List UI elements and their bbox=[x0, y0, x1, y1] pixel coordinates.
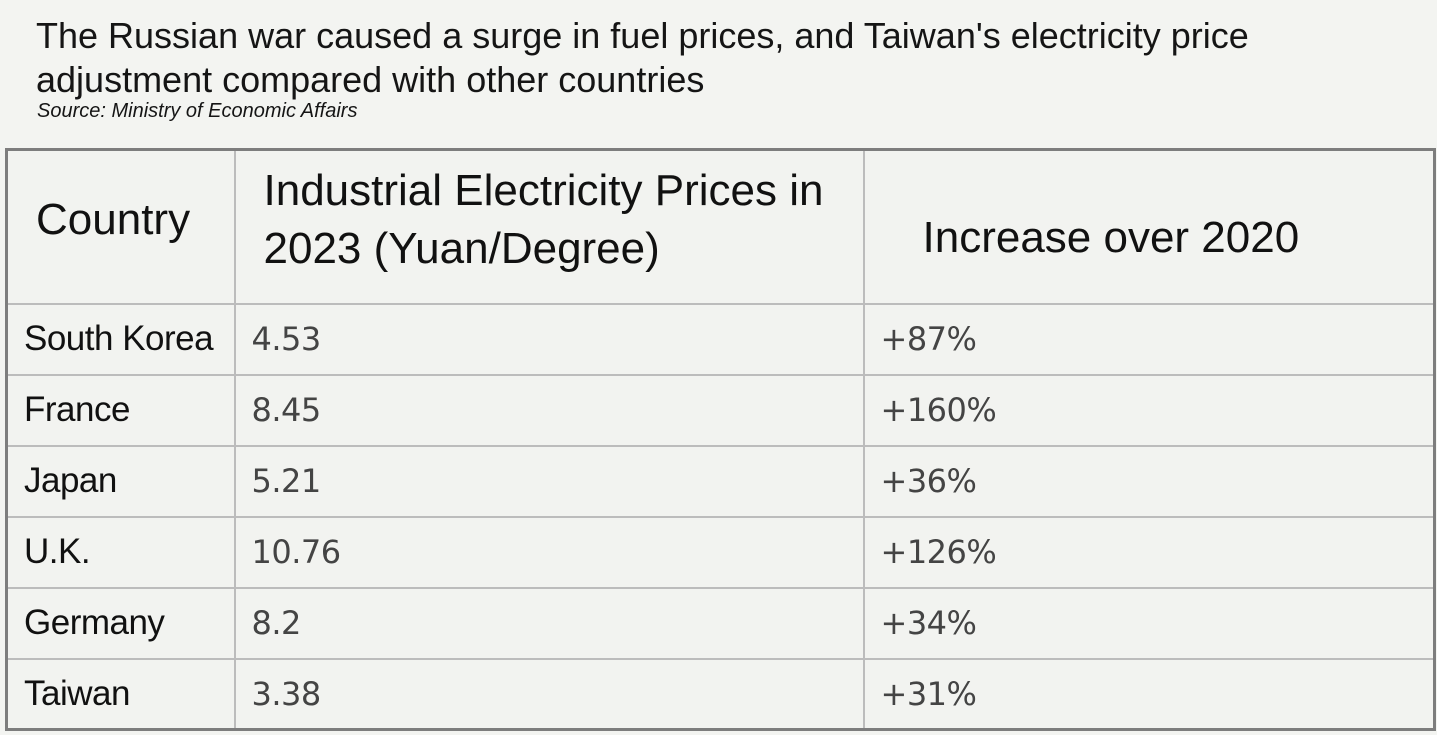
increase-cell: +160% bbox=[862, 373, 1436, 447]
source-note: Source: Ministry of Economic Affairs bbox=[37, 100, 358, 122]
increase-cell: +126% bbox=[862, 515, 1436, 589]
increase-cell: +36% bbox=[862, 444, 1436, 518]
increase-cell: +34% bbox=[862, 586, 1436, 660]
header-country: Country bbox=[5, 148, 236, 305]
increase-cell: +31% bbox=[862, 657, 1436, 731]
price-cell: 4.53 bbox=[233, 302, 865, 376]
increase-cell: +87% bbox=[862, 302, 1436, 376]
country-cell: South Korea bbox=[5, 302, 236, 376]
price-cell: 8.2 bbox=[233, 586, 865, 660]
table-row: Japan 5.21 +36% bbox=[5, 444, 1436, 518]
table-row: France 8.45 +160% bbox=[5, 373, 1436, 447]
country-cell: Japan bbox=[5, 444, 236, 518]
country-cell: Germany bbox=[5, 586, 236, 660]
table-body: South Korea 4.53 +87% France 8.45 +160% Japan 5… bbox=[5, 302, 1436, 731]
table-row: South Korea 4.53 +87% bbox=[5, 302, 1436, 376]
table-row: U.K. 10.76 +126% bbox=[5, 515, 1436, 589]
table-row: Taiwan 3.38 +31% bbox=[5, 657, 1436, 731]
table-row: Germany 8.2 +34% bbox=[5, 586, 1436, 660]
price-cell: 5.21 bbox=[233, 444, 865, 518]
table-header-row: Country Industrial Electricity Prices in… bbox=[5, 148, 1436, 305]
price-table: Country Industrial Electricity Prices in… bbox=[5, 148, 1436, 731]
chart-title: The Russian war caused a surge in fuel p… bbox=[36, 15, 1249, 100]
price-cell: 3.38 bbox=[233, 657, 865, 731]
country-cell: Taiwan bbox=[5, 657, 236, 731]
country-cell: France bbox=[5, 373, 236, 447]
price-cell: 8.45 bbox=[233, 373, 865, 447]
header-price: Industrial Electricity Prices in 2023 (Y… bbox=[233, 148, 865, 305]
header-increase: Increase over 2020 bbox=[862, 148, 1436, 305]
country-cell: U.K. bbox=[5, 515, 236, 589]
price-cell: 10.76 bbox=[233, 515, 865, 589]
